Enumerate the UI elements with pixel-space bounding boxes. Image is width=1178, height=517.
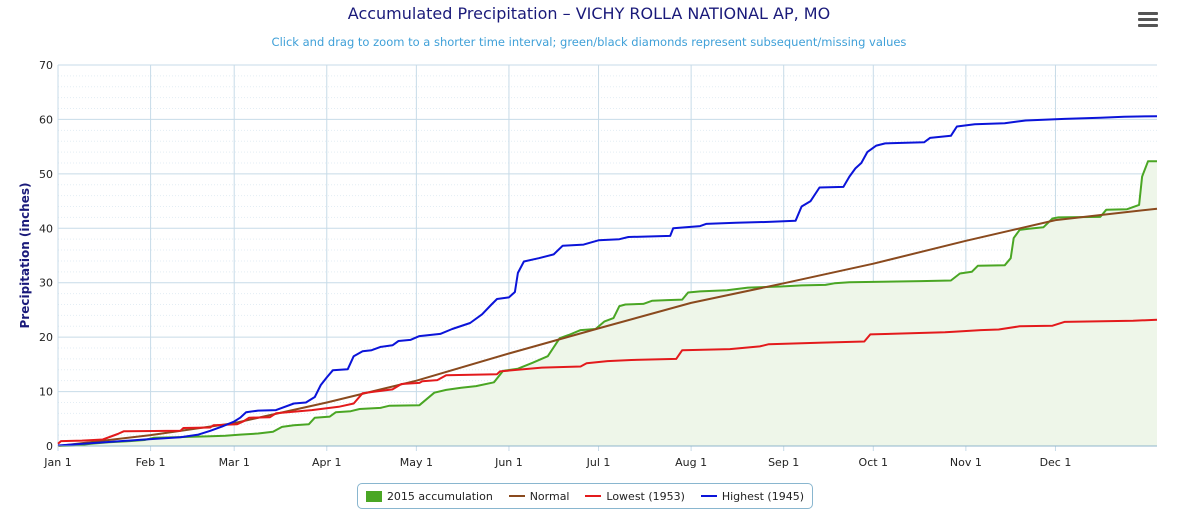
series-line-highest (57, 115, 1158, 447)
x-tick-label: Mar 1 (219, 456, 250, 469)
series-line-lowest (57, 318, 1158, 445)
x-tick-label: Dec 1 (1040, 456, 1072, 469)
y-tick-label: 30 (39, 277, 53, 290)
chart-subtitle: Click and drag to zoom to a shorter time… (271, 35, 907, 49)
y-tick-label: 40 (39, 222, 53, 235)
y-axis-title: Precipitation (inches) (18, 183, 32, 329)
x-tick-label: Feb 1 (136, 456, 166, 469)
legend-item-accumulation[interactable]: 2015 accumulation (365, 489, 493, 503)
legend-label: Lowest (1953) (606, 489, 685, 503)
x-tick-label: Apr 1 (312, 456, 342, 469)
menu-bar (1138, 18, 1158, 21)
x-tick-label: Oct 1 (859, 456, 889, 469)
y-tick-label: 10 (39, 386, 53, 399)
legend-label: 2015 accumulation (386, 489, 493, 503)
legend-swatch-accumulation (365, 490, 382, 502)
chart-title: Accumulated Precipitation – VICHY ROLLA … (347, 4, 831, 23)
x-tick-label: Jun 1 (494, 456, 523, 469)
menu-bar (1138, 12, 1158, 15)
x-tick-label: Jul 1 (586, 456, 611, 469)
legend-swatch-highest (700, 495, 717, 497)
y-tick-label: 60 (39, 113, 53, 126)
series-area-accumulation (58, 161, 1157, 447)
series-line-normal (57, 207, 1158, 447)
y-tick-label: 20 (39, 331, 53, 344)
x-tick-label: May 1 (400, 456, 433, 469)
legend-item-normal[interactable]: Normal (508, 489, 570, 503)
y-tick-label: 0 (46, 440, 53, 453)
legend-item-lowest[interactable]: Lowest (1953) (585, 490, 685, 503)
legend-swatch-normal (508, 495, 525, 497)
legend-label: Normal (529, 489, 570, 503)
y-tick-label: 50 (39, 168, 53, 181)
chart-axes: 0 10 20 30 40 50 60 70 Jan 1 Feb 1 Mar 1 Apr 1 May 1… (18, 59, 1157, 469)
menu-bar (1138, 24, 1158, 27)
x-tick-label: Aug 1 (675, 456, 707, 469)
series-line-accumulation (57, 160, 1157, 447)
chart-legend: 2015 accumulation Normal Lowest (1953) H… (357, 483, 813, 509)
legend-swatch-lowest (585, 495, 602, 497)
legend-item-highest[interactable]: Highest (1945) (700, 489, 804, 503)
x-tick-label: Jan 1 (43, 456, 71, 469)
precipitation-chart[interactable]: 0 10 20 30 40 50 60 70 Jan 1 Feb 1 Mar 1 Apr 1 May 1… (0, 0, 1178, 480)
legend-label: Highest (1945) (721, 489, 804, 503)
y-tick-label: 70 (39, 59, 53, 72)
x-tick-label: Sep 1 (768, 456, 799, 469)
hamburger-menu-icon[interactable] (1138, 10, 1158, 30)
chart-series (57, 115, 1158, 447)
x-tick-label: Nov 1 (950, 456, 982, 469)
